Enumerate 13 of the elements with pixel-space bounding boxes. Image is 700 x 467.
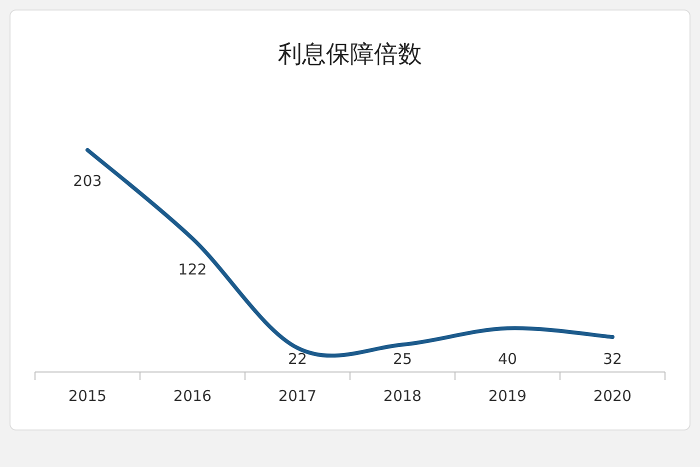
data-label: 32 [602, 350, 622, 368]
x-tick-label: 2019 [488, 387, 527, 405]
data-label: 25 [392, 350, 412, 368]
x-tick-label: 2020 [593, 387, 632, 405]
x-tick-label: 2017 [278, 387, 317, 405]
chart-title: 利息保障倍数 [278, 40, 422, 68]
data-label: 203 [73, 172, 102, 190]
data-label: 122 [178, 260, 207, 279]
x-tick-label: 2018 [383, 387, 422, 405]
data-label: 22 [288, 350, 308, 368]
x-tick-label: 2016 [173, 387, 212, 405]
data-label: 40 [498, 350, 518, 368]
x-tick-label: 2015 [68, 387, 107, 405]
